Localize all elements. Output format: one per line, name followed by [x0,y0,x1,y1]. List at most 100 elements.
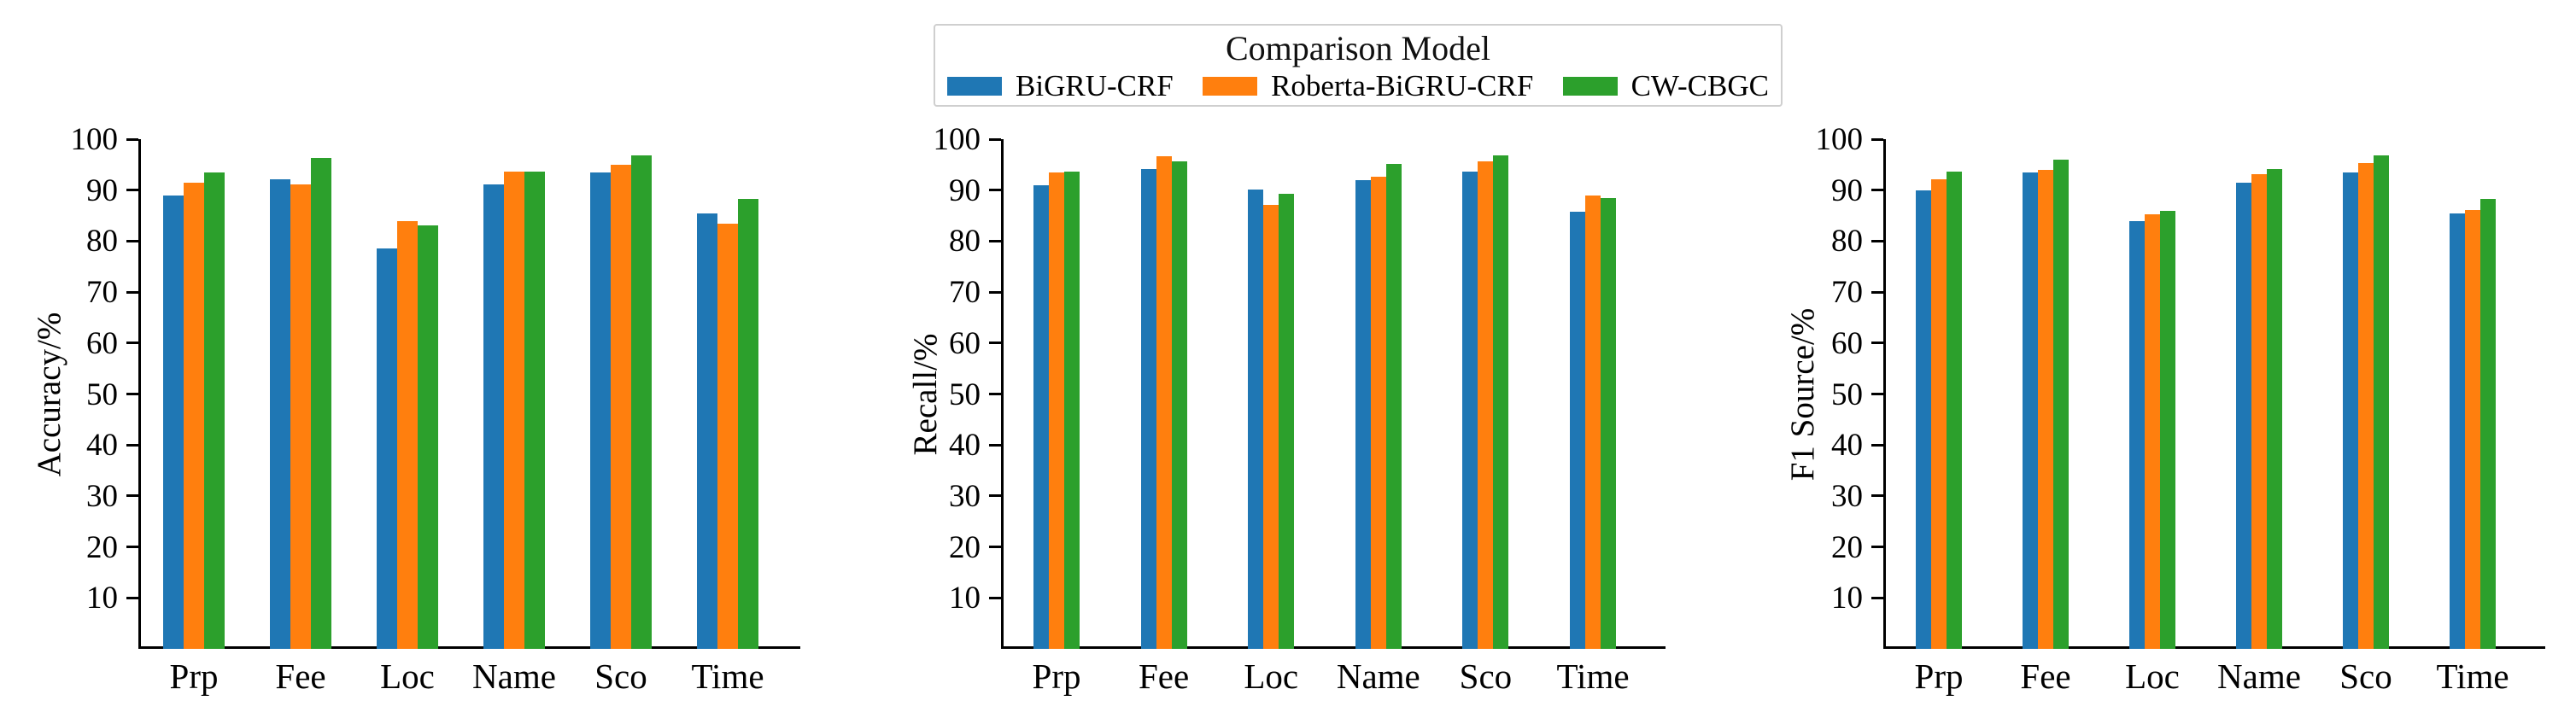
y-tick-label: 10 [949,581,981,616]
bar-cw-cbgc-time [738,198,758,649]
x-tick-label-fee: Fee [2020,657,2071,696]
y-tick-label: 70 [86,275,118,311]
y-tick-mark [1871,342,1883,345]
y-tick-mark [1871,137,1883,141]
y-tick-mark [1871,239,1883,242]
y-tick-label: 80 [86,224,118,260]
x-tick-label-name: Name [472,657,556,696]
x-tick-label-name: Name [2217,657,2301,696]
y-tick-mark [989,596,1001,599]
bar-cw-cbgc-fee [1171,161,1187,649]
y-tick-label: 90 [1831,172,1863,208]
bar-roberta-bigru-crf-prp [1049,172,1064,649]
y-tick-label: 50 [86,377,118,412]
bar-roberta-bigru-crf-prp [1931,178,1947,649]
bar-cw-cbgc-prp [1064,172,1080,649]
y-tick-label: 90 [949,172,981,208]
bar-cw-cbgc-name [2267,168,2282,649]
bar-roberta-bigru-crf-name [2251,174,2267,649]
green-swatch-icon [1562,77,1618,96]
legend-label: BiGRU-CRF [1016,69,1174,102]
legend-label: CW-CBGC [1630,69,1769,102]
x-tick-label-fee: Fee [1138,657,1190,696]
bar-roberta-bigru-crf-name [1370,176,1386,649]
legend-label: Roberta-BiGRU-CRF [1271,69,1534,102]
bar-roberta-bigru-crf-time [2465,209,2480,649]
bar-roberta-bigru-crf-loc [397,220,418,649]
bar-bigru-crf-fee [1140,168,1156,649]
legend-entry-roberta-bigru-crf: Roberta-BiGRU-CRF [1203,70,1533,102]
y-tick-mark [126,546,138,549]
y-tick-mark [989,494,1001,498]
legend-entries: BiGRU-CRF Roberta-BiGRU-CRF CW-CBGC [935,70,1781,102]
y-tick-label: 50 [949,377,981,412]
bar-roberta-bigru-crf-sco [611,165,631,649]
bar-cw-cbgc-loc [418,225,438,649]
bar-cw-cbgc-fee [311,158,331,649]
bar-bigru-crf-sco [590,172,611,649]
bar-bigru-crf-name [1355,179,1371,649]
legend-box: Comparison Model BiGRU-CRF Roberta-BiGRU-… [934,24,1783,107]
bar-bigru-crf-prp [1033,185,1049,649]
y-tick-label: 10 [1831,581,1863,616]
y-tick-label: 60 [1831,325,1863,361]
x-tick-label-prp: Prp [1914,657,1964,696]
bar-bigru-crf-loc [1248,189,1264,649]
bar-cw-cbgc-fee [2053,159,2069,649]
bar-roberta-bigru-crf-fee [290,184,311,649]
y-tick-mark [989,290,1001,294]
bar-bigru-crf-name [483,184,504,649]
y-tick-mark [126,443,138,447]
y-tick-mark [989,189,1001,192]
bar-roberta-bigru-crf-fee [2038,170,2053,649]
x-tick-label-time: Time [1556,657,1630,696]
bar-roberta-bigru-crf-loc [2145,214,2160,649]
y-tick-label: 100 [1815,122,1864,157]
blue-swatch-icon [947,77,1002,96]
y-tick-label: 10 [86,581,118,616]
bar-cw-cbgc-sco [2374,155,2389,649]
y-tick-mark [989,546,1001,549]
y-tick-mark [989,342,1001,345]
bar-bigru-crf-sco [1462,171,1478,649]
y-tick-label: 100 [70,122,119,157]
bar-bigru-crf-fee [2023,172,2038,649]
y-tick-label: 80 [1831,224,1863,260]
x-tick-label-prp: Prp [1032,657,1081,696]
legend-title: Comparison Model [1226,29,1490,67]
y-tick-mark [126,494,138,498]
y-tick-label: 40 [1831,428,1863,464]
y-tick-label: 60 [86,325,118,361]
y-tick-label: 30 [1831,478,1863,514]
legend-entry-bigru-crf: BiGRU-CRF [947,70,1174,102]
bar-roberta-bigru-crf-sco [2358,163,2374,649]
y-tick-mark [1871,189,1883,192]
x-tick-label-time: Time [2436,657,2509,696]
bar-cw-cbgc-prp [204,172,225,649]
bar-bigru-crf-prp [163,196,184,649]
bar-bigru-crf-time [697,213,717,649]
x-tick-label-name: Name [1336,657,1420,696]
y-tick-label: 60 [949,325,981,361]
x-tick-label-loc: Loc [1244,657,1299,696]
y-tick-label: 20 [1831,529,1863,565]
x-tick-label-sco: Sco [1459,657,1513,696]
y-tick-mark [1871,393,1883,395]
orange-swatch-icon [1203,77,1258,96]
x-tick-label-loc: Loc [380,657,435,696]
bar-cw-cbgc-sco [631,155,652,649]
bar-bigru-crf-loc [377,248,397,649]
y-tick-label: 80 [949,224,981,260]
y-tick-mark [1871,443,1883,447]
y-tick-mark [126,290,138,294]
x-tick-label-prp: Prp [169,657,219,696]
y-tick-label: 40 [949,428,981,464]
x-tick-label-time: Time [691,657,764,696]
y-tick-mark [989,137,1001,141]
x-tick-label-fee: Fee [275,657,326,696]
bar-bigru-crf-name [2236,183,2251,649]
bar-cw-cbgc-loc [2160,210,2175,649]
y-tick-label: 40 [86,428,118,464]
y-tick-mark [989,393,1001,395]
